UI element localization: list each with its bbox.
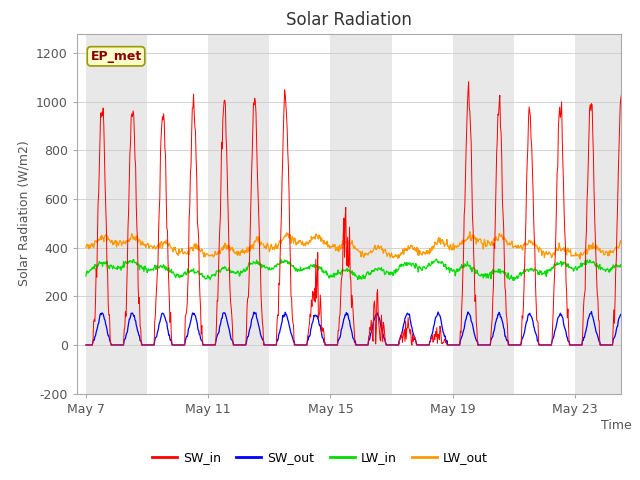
Bar [452,34,514,394]
Y-axis label: Solar Radiation (W/m2): Solar Radiation (W/m2) [17,141,30,287]
Bar [575,34,636,394]
Legend: SW_in, SW_out, LW_in, LW_out: SW_in, SW_out, LW_in, LW_out [147,446,493,469]
Bar [86,34,147,394]
Bar [208,34,269,394]
Bar [330,34,392,394]
Text: EP_met: EP_met [90,50,141,63]
Title: Solar Radiation: Solar Radiation [286,11,412,29]
X-axis label: Time: Time [601,419,632,432]
